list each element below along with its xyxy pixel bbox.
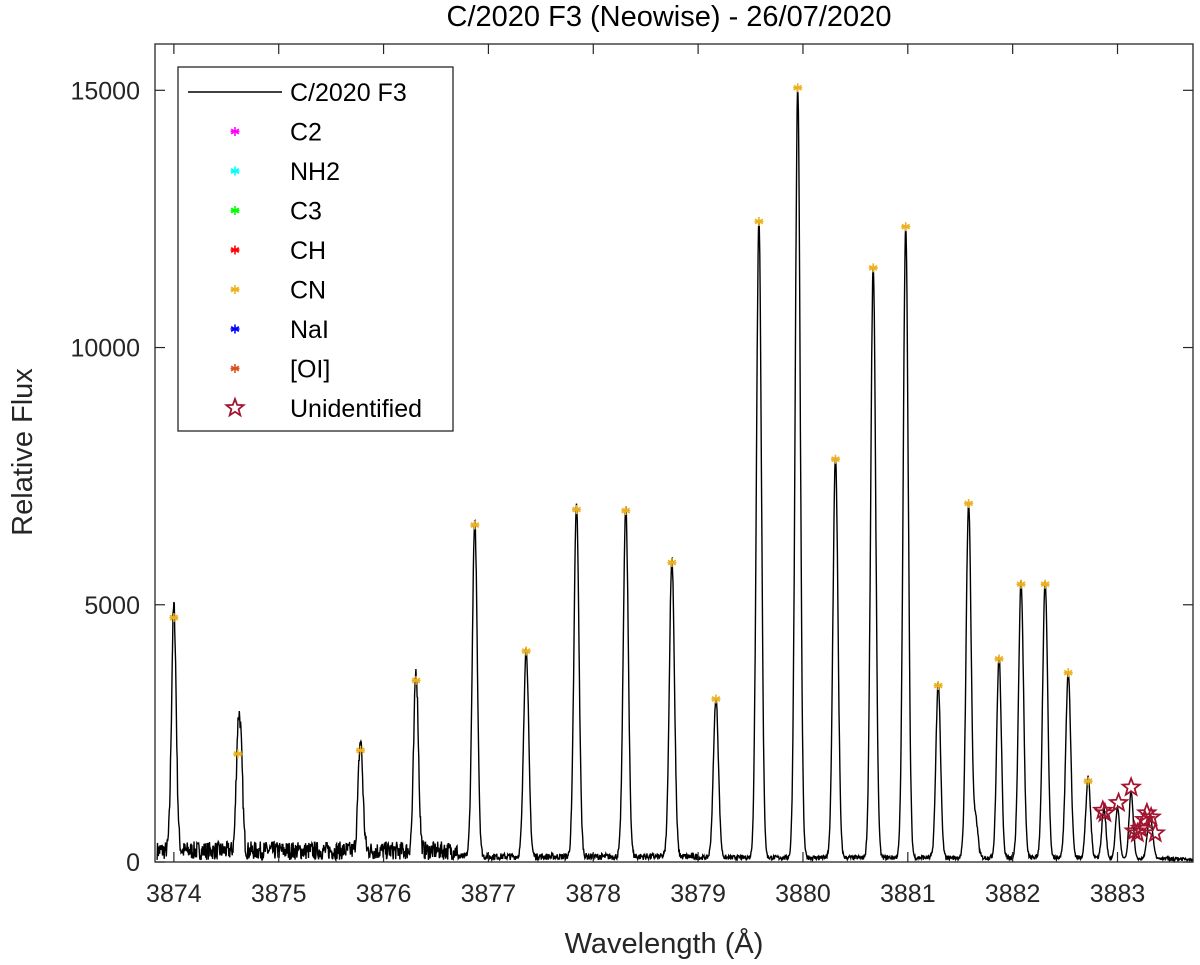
x-tick-label: 3879 [670,880,726,908]
x-tick-label: 3883 [1090,880,1146,908]
spectrum-line-c2020-f3 [156,89,1194,863]
legend-item: NaI [230,316,329,344]
cn-marker [793,83,803,93]
cn-marker [470,520,480,530]
x-axis-label: Wavelength (Å) [565,927,764,960]
legend-item: C2 [230,119,322,147]
legend-asterisk-swatch [230,364,240,373]
x-tick-label: 3878 [565,880,621,908]
cn-marker [994,654,1004,664]
chart-title: C/2020 F3 (Neowise) - 26/07/2020 [447,1,892,33]
legend-label: Unidentified [290,395,422,423]
legend-label: C3 [290,198,322,226]
x-tick-label: 3876 [356,880,412,908]
cn-marker [621,506,631,516]
cn-marker [868,263,878,273]
legend-asterisk-swatch [230,127,240,136]
legend-label: CN [290,277,326,305]
cn-marker [754,216,764,226]
cn-marker [964,498,974,508]
x-tick-label: 3881 [880,880,936,908]
y-tick-label: 0 [126,849,140,877]
cn-marker [233,749,243,759]
cn-marker [933,681,943,691]
cn-marker [1083,776,1093,786]
legend-item: Unidentified [223,395,422,423]
legend-label: [OI] [290,356,330,384]
legend-label: C/2020 F3 [290,79,407,107]
x-tick-label: 3874 [146,880,202,908]
cn-markers [169,83,1093,786]
axes-box [154,43,1194,863]
y-axis-ticks: 0 5000 10000 15000 [70,77,1193,877]
unidentified-marker [1120,775,1143,797]
legend-box [177,66,454,432]
legend-item: NH2 [230,158,340,186]
plot-area [156,83,1194,863]
y-tick-label: 10000 [70,335,140,363]
cn-marker [830,454,840,464]
x-tick-label: 3875 [251,880,307,908]
y-tick-label: 5000 [84,592,140,620]
x-tick-label: 3882 [985,880,1041,908]
cn-marker [356,745,366,755]
legend-label: C2 [290,119,322,147]
legend-item: CH [230,237,326,265]
cn-marker [711,694,721,704]
legend-label: NH2 [290,158,340,186]
legend-label: CH [290,237,326,265]
y-tick-label: 15000 [70,77,140,105]
x-tick-label: 3877 [461,880,517,908]
unidentified-marker [1093,801,1116,823]
legend-item: C3 [230,198,322,226]
cn-marker [667,558,677,568]
legend-item: CN [230,277,326,305]
unidentified-marker [1144,821,1167,843]
legend-item: [OI] [230,356,330,384]
legend-asterisk-swatch [230,206,240,215]
cn-marker [169,613,179,623]
unidentified-marker [1140,805,1163,827]
unidentified-marker [1091,799,1114,820]
x-tick-label: 3880 [775,880,831,908]
cn-marker [901,222,911,232]
legend-star-swatch [223,396,247,418]
cn-marker [1040,579,1050,589]
cn-marker [1063,668,1073,678]
legend-asterisk-swatch [230,166,240,176]
spectrum-layer [156,89,1194,863]
legend-asterisk-swatch [230,285,240,294]
legend: C/2020 F3 C2 NH2 C3 CH CN NaI [OI] Unidentified [177,66,454,432]
cn-marker [1016,579,1026,589]
legend-item: C/2020 F3 [188,79,407,107]
cn-marker [411,675,421,685]
cn-marker [571,505,581,515]
legend-asterisk-swatch [230,245,240,255]
unidentified-markers [1091,775,1167,843]
x-axis-ticks: 3874 3875 3876 3877 3878 3879 3880 3881 3882 3883 [146,44,1145,908]
unidentified-marker [1107,791,1130,813]
legend-label: NaI [290,316,329,344]
cn-marker [521,646,531,656]
legend-asterisk-swatch [230,324,240,334]
y-axis-label: Relative Flux [7,368,39,536]
